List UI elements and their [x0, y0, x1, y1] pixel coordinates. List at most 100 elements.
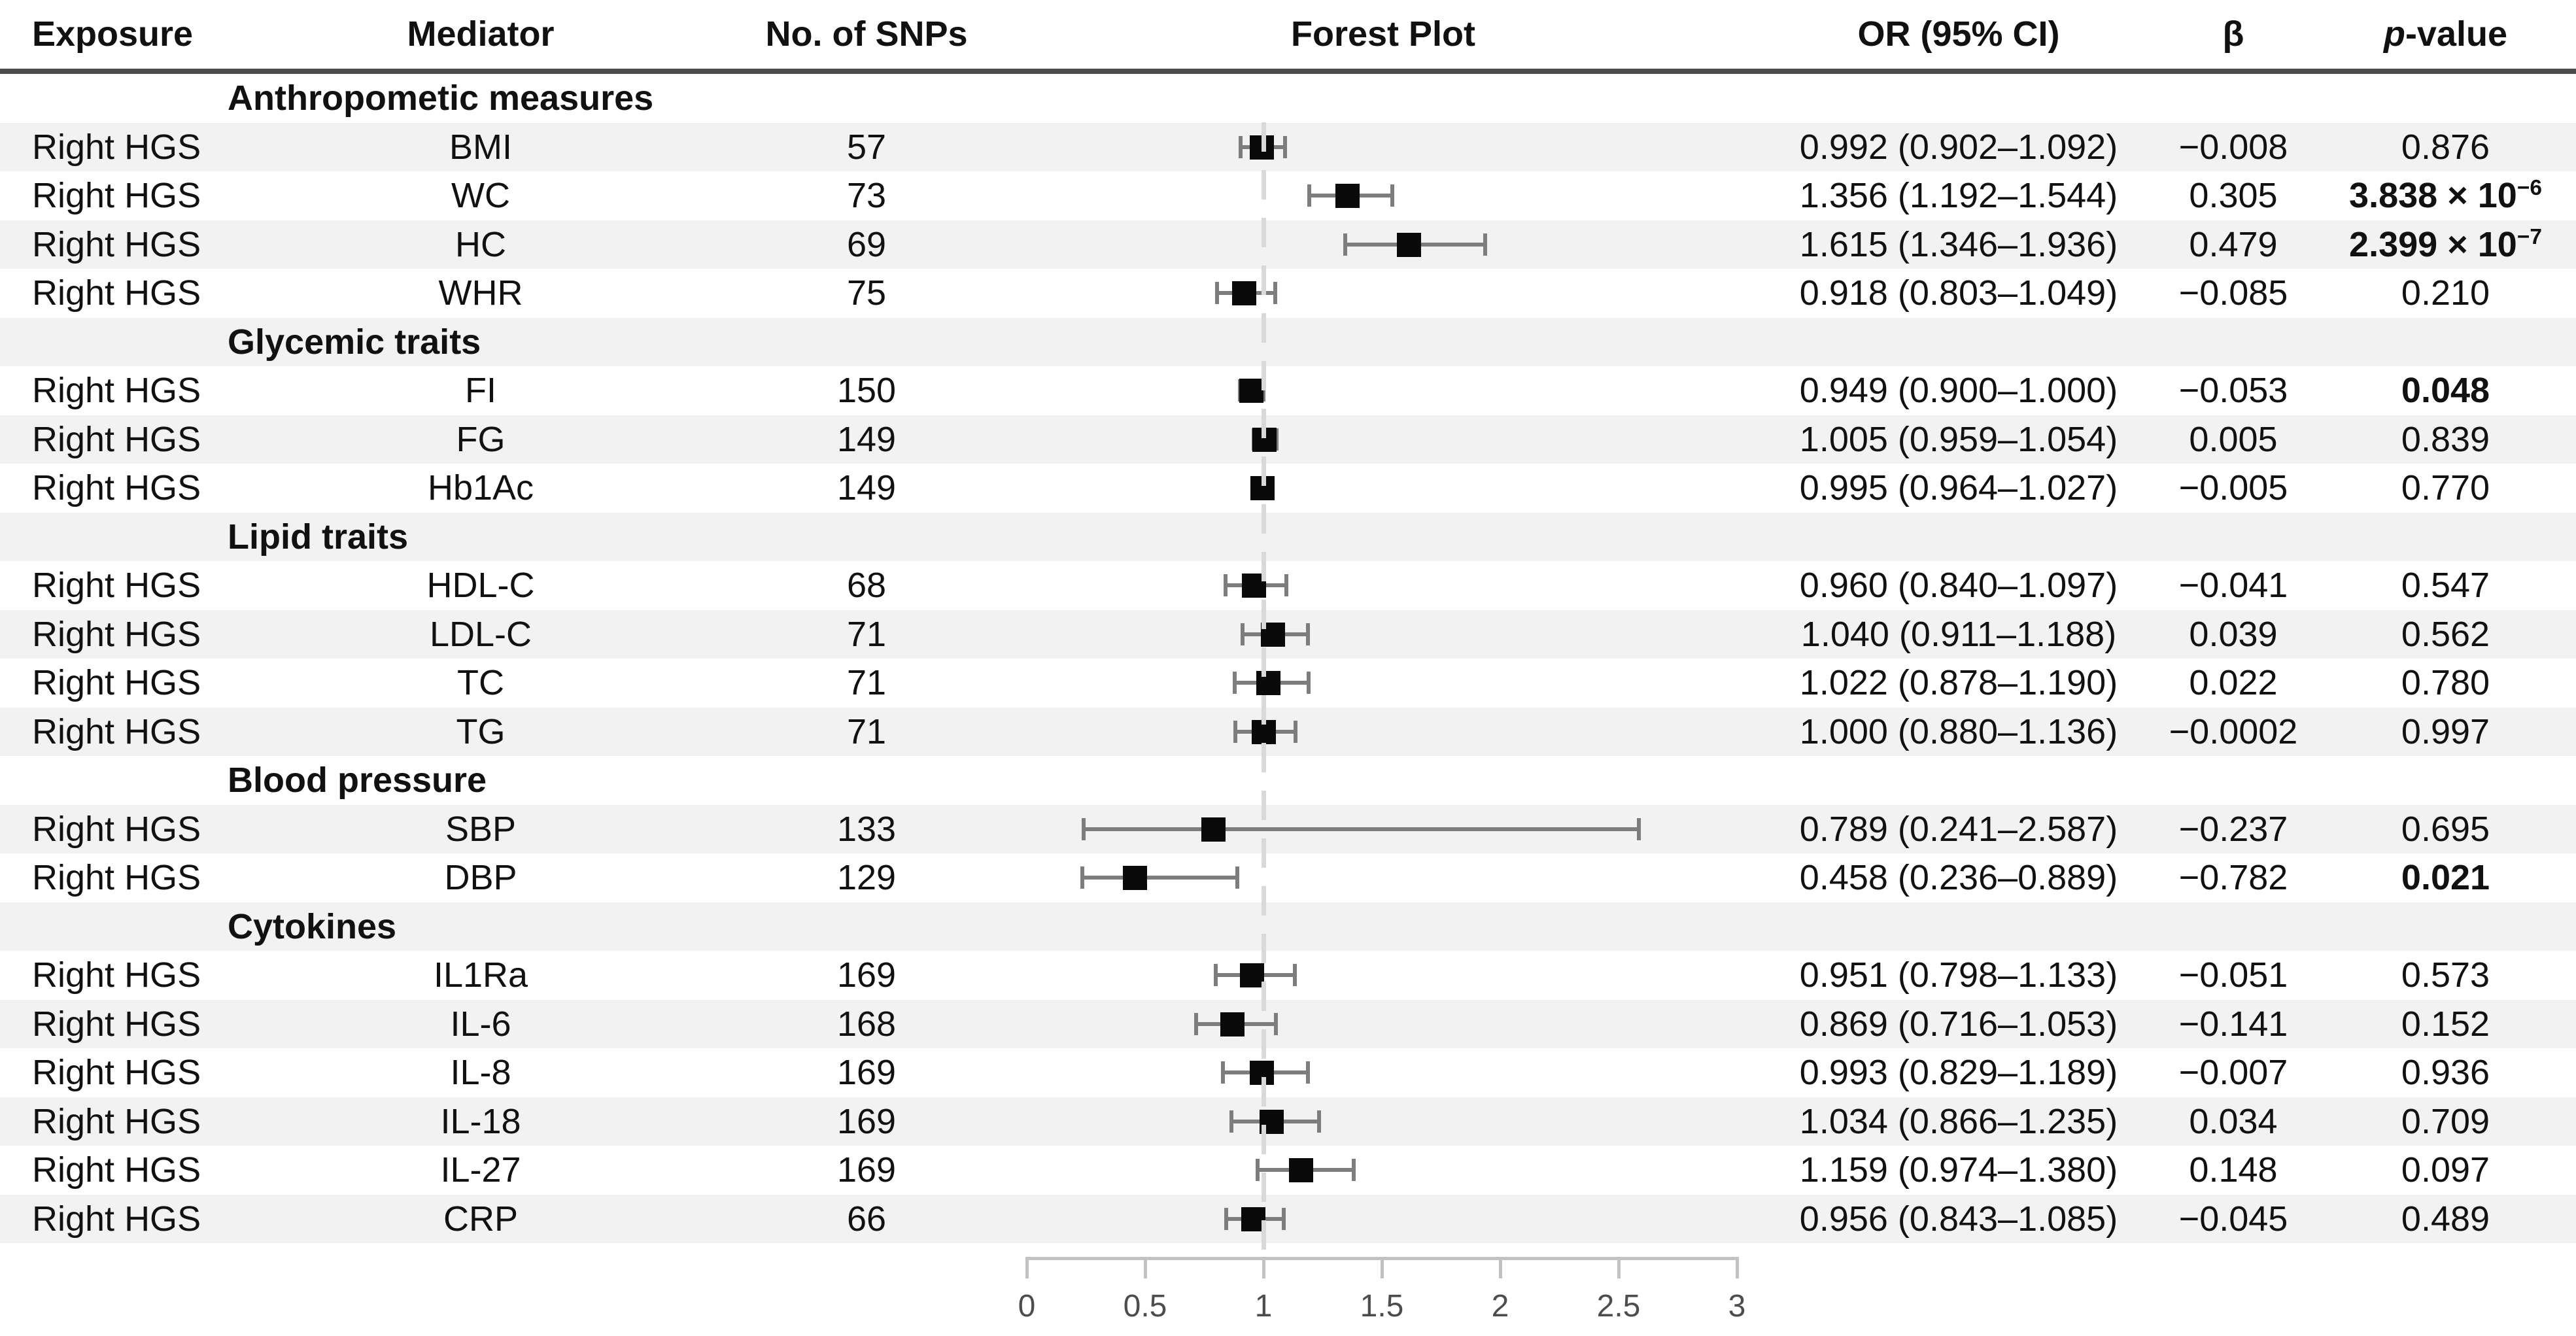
axis-tick-label: 2.5 — [1596, 1289, 1641, 1324]
p-value-header-italic-p: p — [2383, 14, 2405, 54]
column-header-p-value: p-value — [2315, 0, 2576, 69]
ci-whisker — [1082, 876, 1237, 880]
forest-cell — [1001, 805, 1766, 854]
exposure-cell: Right HGS — [32, 809, 201, 849]
beta-cell: −0.005 — [2178, 468, 2288, 507]
mediator-cell: IL-8 — [450, 1053, 511, 1092]
or-marker — [1123, 866, 1148, 891]
or-ci-cell: 0.918 (0.803–1.049) — [1799, 273, 2118, 313]
exposure-cell: Right HGS — [32, 176, 201, 215]
column-header-exposure: Exposure — [32, 14, 194, 54]
ci-cap-left — [1224, 1207, 1229, 1230]
reference-line — [1262, 122, 1266, 1257]
forest-cell — [1001, 269, 1766, 318]
forest-cell — [1001, 951, 1766, 1000]
beta-cell: 0.479 — [2189, 224, 2278, 264]
snps-cell: 71 — [846, 614, 887, 654]
or-ci-cell: 1.615 (1.346–1.936) — [1799, 224, 2118, 264]
beta-cell: −0.0002 — [2169, 711, 2298, 751]
p-value-text: 0.573 — [2401, 955, 2490, 995]
p-value-cell: 0.562 — [2315, 610, 2576, 659]
or-ci-cell: 1.022 (0.878–1.190) — [1799, 663, 2118, 702]
forest-cell — [1001, 1146, 1766, 1195]
axis-tick-label: 2 — [1491, 1289, 1509, 1324]
p-value-text: 0.770 — [2401, 468, 2490, 507]
mediator-cell: WC — [451, 176, 510, 215]
or-ci-cell: 1.000 (0.880–1.136) — [1799, 711, 2118, 751]
beta-cell: −0.045 — [2178, 1199, 2288, 1239]
or-ci-cell: 0.960 (0.840–1.097) — [1799, 566, 2118, 605]
forest-cell — [1001, 220, 1766, 269]
table-row: Right HGS FG 149 1.005 (0.959–1.054) 0.005 0.… — [0, 415, 2576, 464]
mediator-cell: SBP — [445, 809, 517, 849]
p-value-cell: 0.997 — [2315, 708, 2576, 757]
beta-cell: 0.305 — [2189, 176, 2278, 215]
beta-cell: 0.022 — [2189, 663, 2278, 702]
ci-cap-right — [1293, 964, 1297, 987]
snps-cell: 169 — [836, 955, 897, 995]
group-row: Blood pressure — [0, 756, 2576, 805]
or-marker — [1220, 1012, 1245, 1036]
axis-tick — [1025, 1257, 1029, 1278]
p-value-exponent: −7 — [2516, 224, 2542, 249]
mediator-cell: IL1Ra — [433, 955, 528, 995]
p-value-text: 3.838 × 10−6 — [2349, 176, 2542, 215]
p-value-cell: 0.695 — [2315, 805, 2576, 854]
table-header: Exposure Mediator No. of SNPs Forest Plo… — [0, 0, 2576, 69]
x-axis: 0 0.5 1 1.5 2 2.5 3 — [1001, 1243, 1766, 1336]
p-value-text: 0.021 — [2401, 858, 2490, 897]
mediator-cell: FI — [465, 371, 496, 410]
exposure-cell: Right HGS — [32, 858, 201, 897]
ci-cap-right — [1283, 135, 1288, 158]
forest-cell — [1001, 853, 1766, 902]
exposure-cell: Right HGS — [32, 663, 201, 702]
p-value-cell: 0.048 — [2315, 366, 2576, 415]
ci-cap-right — [1306, 623, 1311, 645]
group-label: Cytokines — [228, 906, 397, 946]
table-row: Right HGS DBP 129 0.458 (0.236–0.889) −0.782… — [0, 853, 2576, 902]
beta-cell: −0.041 — [2178, 566, 2288, 605]
ci-cap-right — [1281, 1207, 1286, 1230]
exposure-cell: Right HGS — [32, 614, 201, 654]
ci-cap-left — [1221, 1061, 1226, 1084]
group-row: Glycemic traits — [0, 317, 2576, 366]
forest-cell — [1001, 1048, 1766, 1097]
column-header-beta: β — [2222, 14, 2244, 54]
p-value-cell: 2.399 × 10−7 — [2315, 220, 2576, 269]
or-marker — [1241, 1207, 1265, 1231]
or-marker — [1239, 963, 1264, 988]
forest-cell — [1001, 1097, 1766, 1146]
p-value-cell: 0.709 — [2315, 1097, 2576, 1146]
or-ci-cell: 0.956 (0.843–1.085) — [1799, 1199, 2118, 1239]
ci-cap-right — [1637, 817, 1641, 840]
snps-cell: 69 — [846, 224, 887, 264]
exposure-cell: Right HGS — [32, 711, 201, 751]
snps-cell: 71 — [846, 663, 887, 702]
or-marker — [1289, 1158, 1314, 1183]
p-value-text: 0.780 — [2401, 663, 2490, 702]
p-value-cell: 0.547 — [2315, 561, 2576, 610]
beta-cell: −0.051 — [2178, 955, 2288, 995]
axis-tick — [1262, 1257, 1265, 1278]
p-value-cell: 0.097 — [2315, 1146, 2576, 1195]
ci-cap-right — [1306, 672, 1311, 694]
p-value-text: 0.210 — [2401, 273, 2490, 313]
or-marker — [1231, 281, 1256, 306]
axis-tick — [1617, 1257, 1621, 1278]
column-header-forest-plot: Forest Plot — [1290, 14, 1476, 54]
group-label: Lipid traits — [228, 517, 409, 557]
mediator-cell: IL-18 — [440, 1101, 521, 1141]
ci-cap-left — [1213, 964, 1218, 987]
mediator-cell: Hb1Ac — [427, 468, 534, 507]
or-ci-cell: 1.005 (0.959–1.054) — [1799, 419, 2118, 459]
mediator-cell: TC — [457, 663, 504, 702]
header-divider — [0, 69, 2576, 74]
exposure-cell: Right HGS — [32, 1004, 201, 1044]
snps-cell: 169 — [836, 1101, 897, 1141]
ci-cap-left — [1194, 1012, 1199, 1035]
mediator-cell: BMI — [449, 127, 512, 167]
group-label: Anthropometic measures — [228, 78, 654, 118]
table-row: Right HGS BMI 57 0.992 (0.902–1.092) −0.008 0… — [0, 122, 2576, 171]
axis-tick-label: 1 — [1254, 1289, 1273, 1324]
snps-cell: 68 — [846, 566, 887, 605]
